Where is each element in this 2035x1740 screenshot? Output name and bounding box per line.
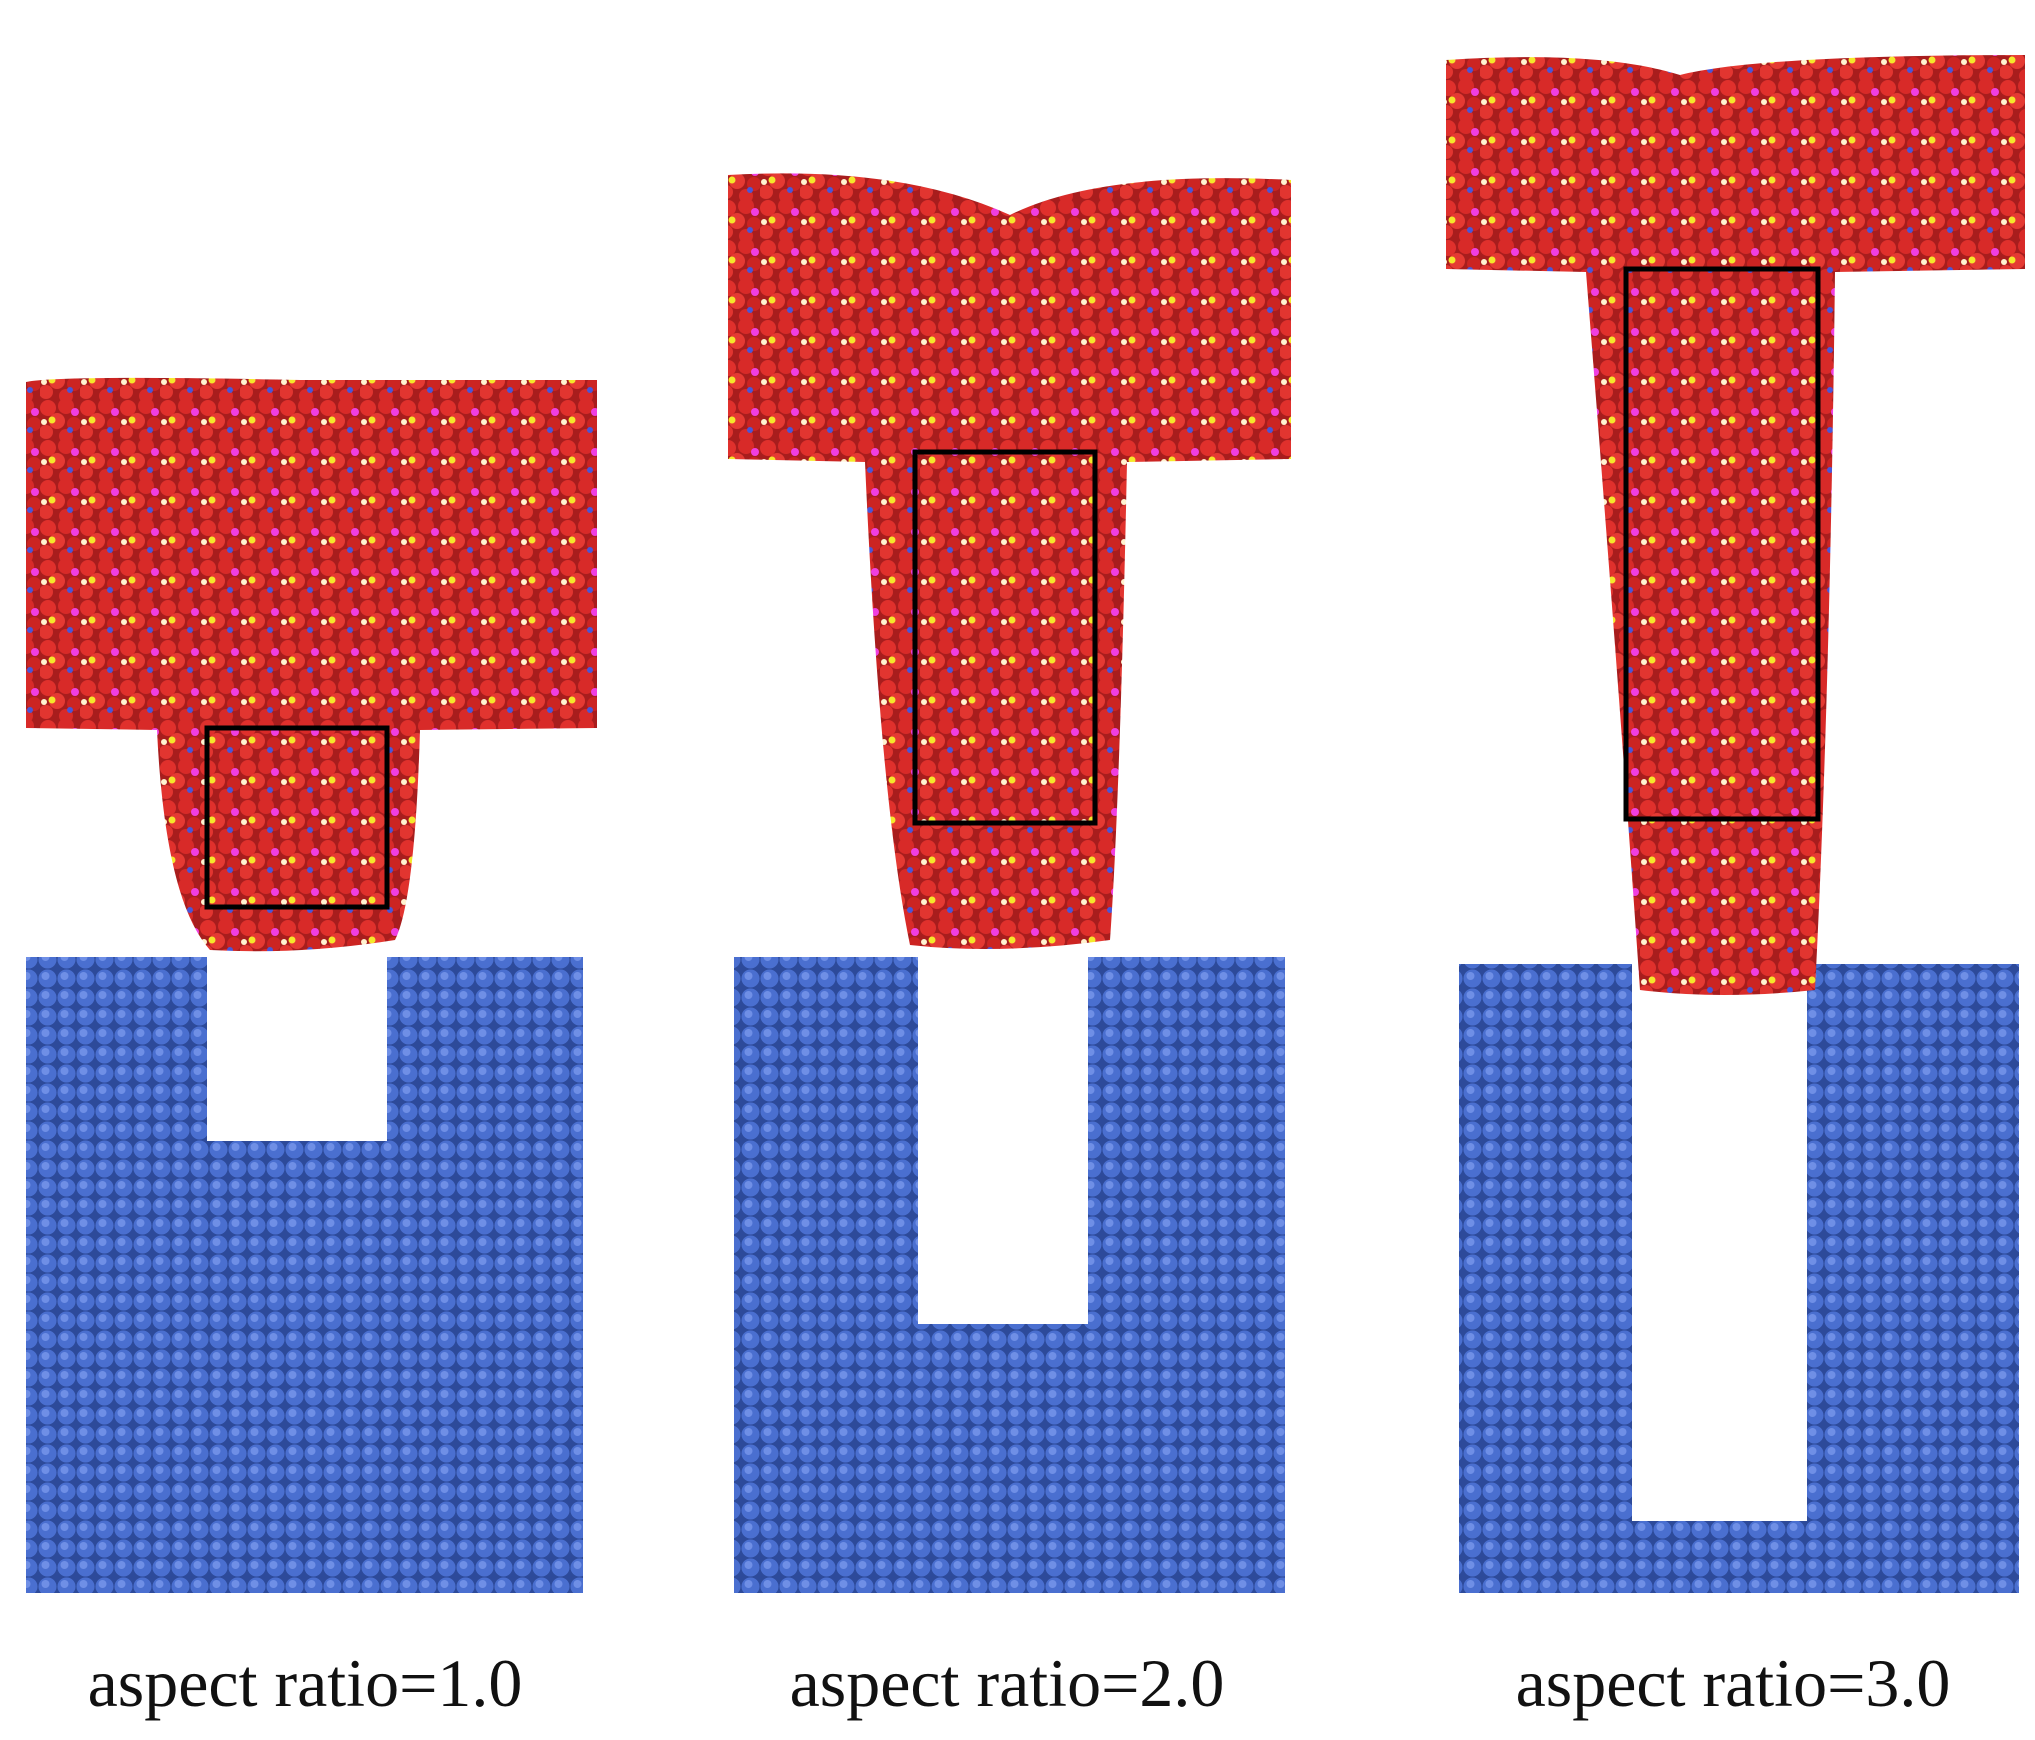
polymer — [728, 173, 1291, 950]
panel-label: aspect ratio=2.0 — [790, 1645, 1225, 1721]
substrate — [1459, 964, 2019, 1593]
panel-label: aspect ratio=1.0 — [88, 1645, 523, 1721]
polymer — [1446, 55, 2025, 995]
panel: aspect ratio=1.0 — [26, 377, 597, 1721]
highlight-box — [912, 449, 1098, 826]
panel-label: aspect ratio=3.0 — [1516, 1645, 1951, 1721]
polymer — [26, 377, 597, 952]
substrate — [26, 957, 583, 1593]
highlight-box — [204, 725, 390, 910]
highlight-box — [1623, 266, 1821, 822]
substrate — [734, 957, 1285, 1593]
panel: aspect ratio=2.0 — [728, 173, 1291, 1721]
panel: aspect ratio=3.0 — [1446, 55, 2025, 1721]
